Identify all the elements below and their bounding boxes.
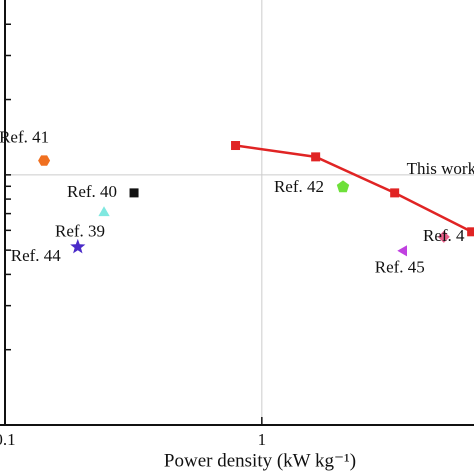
- marker: [70, 238, 86, 254]
- x-tick-label: 1: [258, 430, 267, 449]
- series-label: Ref. 42: [274, 177, 324, 196]
- series-label: Ref. 39: [55, 222, 105, 241]
- series-label: Ref. 4: [423, 226, 465, 245]
- marker: [437, 230, 450, 243]
- marker: [311, 152, 321, 162]
- marker: [397, 245, 407, 257]
- x-axis-label: Power density (kW kg⁻¹): [164, 450, 356, 471]
- marker: [390, 188, 400, 198]
- series-label: Ref. 44: [11, 246, 62, 265]
- marker: [129, 188, 139, 198]
- x-tick-label: 0.1: [0, 430, 16, 449]
- marker: [467, 227, 474, 237]
- marker: [38, 155, 51, 166]
- marker: [98, 206, 110, 217]
- series-line: [235, 144, 473, 233]
- series-label: Ref. 41: [0, 128, 49, 147]
- marker: [336, 180, 350, 193]
- series-label: Ref. 40: [67, 182, 117, 201]
- marker: [231, 141, 241, 151]
- series-label: This work: [407, 159, 474, 178]
- series-label: Ref. 45: [375, 258, 425, 277]
